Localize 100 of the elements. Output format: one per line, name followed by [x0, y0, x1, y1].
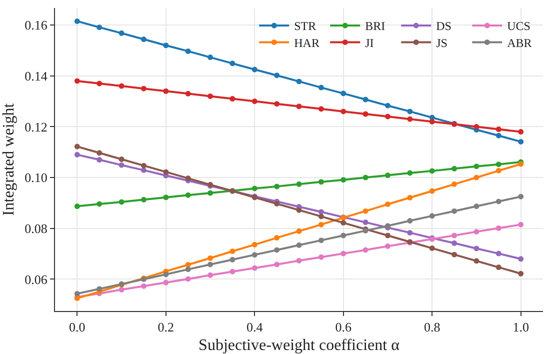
legend-label: UCS [507, 19, 530, 34]
point [407, 218, 413, 224]
point [118, 162, 124, 168]
y-tick-label: 0.08 [24, 220, 48, 236]
point [252, 265, 258, 271]
legend-label: STR [294, 19, 316, 34]
y-tick-label: 0.10 [24, 170, 48, 186]
point [407, 108, 413, 114]
x-axis-title: Subjective-weight coefficient α [198, 337, 400, 354]
legend-label: ABR [507, 36, 532, 50]
point [252, 66, 258, 72]
point [429, 118, 435, 124]
point [474, 174, 480, 180]
point [296, 242, 302, 248]
x-tick-label: 1.0 [512, 320, 529, 335]
y-axis-title: Integrated weight [0, 102, 18, 216]
point [340, 90, 346, 96]
y-tick-label: 0.14 [24, 68, 48, 84]
legend-label: DS [436, 19, 452, 34]
point [74, 290, 80, 296]
point [96, 24, 102, 30]
point [96, 80, 102, 86]
point [185, 192, 191, 198]
point [140, 86, 146, 92]
point [230, 60, 236, 66]
point [518, 129, 524, 135]
legend-label: HAR [294, 36, 320, 50]
y-tick-label: 0.16 [24, 18, 48, 33]
point [518, 222, 524, 228]
point [230, 268, 236, 274]
point [518, 138, 524, 144]
point [118, 30, 124, 36]
point [496, 225, 502, 231]
point [318, 214, 324, 220]
point [518, 194, 524, 200]
point [296, 104, 302, 110]
point [496, 250, 502, 256]
point [362, 174, 368, 180]
point [496, 162, 502, 168]
point [163, 42, 169, 48]
point [96, 150, 102, 156]
point [252, 186, 258, 192]
point [185, 90, 191, 96]
point [96, 157, 102, 162]
point [208, 262, 214, 268]
point [274, 247, 280, 253]
point [429, 213, 435, 219]
point [452, 166, 458, 172]
point [384, 232, 390, 238]
point [296, 78, 302, 84]
point [74, 152, 80, 158]
point [230, 256, 236, 262]
point [230, 96, 236, 102]
point [452, 181, 458, 187]
point [140, 162, 146, 168]
point [208, 190, 214, 196]
point [318, 254, 324, 260]
point [340, 232, 346, 238]
point [474, 258, 480, 264]
point [274, 262, 280, 268]
point [74, 18, 80, 24]
point [384, 172, 390, 178]
point [208, 93, 214, 99]
point [140, 36, 146, 42]
legend-label: JS [436, 36, 448, 50]
point [96, 286, 102, 292]
legend-label: JI [365, 36, 374, 50]
y-tick-label: 0.12 [24, 119, 48, 134]
point [318, 84, 324, 90]
point [429, 245, 435, 251]
point [318, 106, 324, 112]
point [185, 266, 191, 272]
point [362, 220, 368, 226]
point [274, 101, 280, 107]
point [474, 204, 480, 210]
x-tick-label: 0.8 [424, 320, 440, 335]
point [474, 228, 480, 234]
point [362, 247, 368, 253]
point [74, 204, 80, 210]
point [496, 264, 502, 270]
point [340, 108, 346, 114]
point [318, 179, 324, 185]
point [118, 156, 124, 162]
point [140, 196, 146, 202]
point [318, 209, 324, 215]
point [407, 170, 413, 176]
point [496, 132, 502, 138]
point [296, 228, 302, 234]
point [340, 177, 346, 183]
x-tick-label: 0.0 [69, 320, 86, 335]
point [340, 250, 346, 256]
point [362, 96, 368, 102]
point [384, 201, 390, 207]
point [140, 167, 146, 173]
point [140, 283, 146, 289]
point [274, 235, 280, 241]
point [185, 276, 191, 282]
point [452, 240, 458, 246]
point [208, 272, 214, 278]
point [496, 168, 502, 174]
